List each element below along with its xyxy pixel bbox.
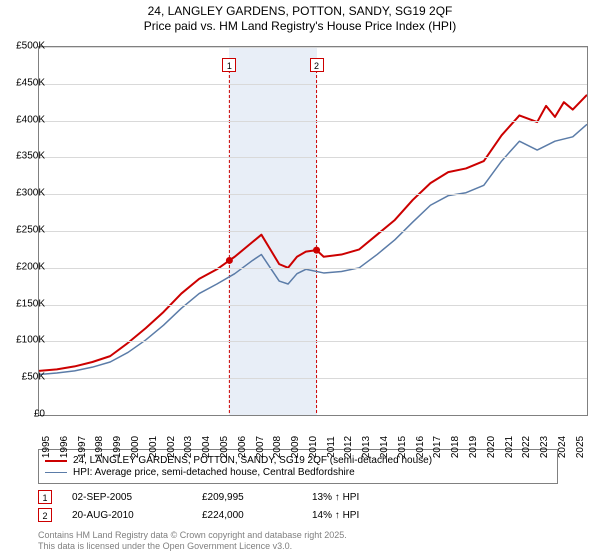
attribution-line2: This data is licensed under the Open Gov…: [38, 541, 558, 552]
series-hpi: [39, 124, 587, 374]
y-axis-label: £200K: [16, 261, 45, 272]
transaction-price: £224,000: [202, 510, 292, 521]
x-axis-label: 2025: [575, 436, 586, 458]
y-axis-label: £100K: [16, 335, 45, 346]
y-axis-label: £350K: [16, 151, 45, 162]
root: 24, LANGLEY GARDENS, POTTON, SANDY, SG19…: [0, 0, 600, 560]
x-axis-label: 2006: [237, 436, 248, 458]
x-axis-label: 2017: [432, 436, 443, 458]
y-axis-label: £150K: [16, 298, 45, 309]
x-axis-label: 2023: [539, 436, 550, 458]
x-axis-label: 1995: [41, 436, 52, 458]
series-property: [39, 95, 587, 371]
x-axis-label: 2010: [308, 436, 319, 458]
x-axis-label: 2020: [486, 436, 497, 458]
x-axis-label: 1996: [59, 436, 70, 458]
x-axis-label: 2000: [130, 436, 141, 458]
transaction-date: 02-SEP-2005: [72, 492, 182, 503]
y-gridline: [39, 341, 587, 342]
attribution: Contains HM Land Registry data © Crown c…: [38, 530, 558, 552]
y-axis-label: £0: [34, 409, 45, 420]
transaction-table: 1 02-SEP-2005 £209,995 13% ↑ HPI 2 20-AUG-201…: [38, 490, 558, 526]
x-axis-label: 2008: [272, 436, 283, 458]
marker-label-box: 1: [222, 58, 236, 72]
marker-label-box: 2: [310, 58, 324, 72]
y-gridline: [39, 194, 587, 195]
y-gridline: [39, 121, 587, 122]
transaction-date: 20-AUG-2010: [72, 510, 182, 521]
legend-text: HPI: Average price, semi-detached house,…: [73, 467, 355, 478]
x-axis-label: 2014: [379, 436, 390, 458]
x-axis-label: 2013: [361, 436, 372, 458]
y-gridline: [39, 305, 587, 306]
y-gridline: [39, 268, 587, 269]
x-axis-label: 2002: [166, 436, 177, 458]
y-axis-label: £450K: [16, 77, 45, 88]
x-axis-label: 2022: [521, 436, 532, 458]
x-axis-label: 2018: [450, 436, 461, 458]
transaction-marker: 1: [38, 490, 52, 504]
x-axis-label: 2011: [326, 436, 337, 458]
legend-swatch: [45, 460, 67, 462]
x-axis-label: 1999: [112, 436, 123, 458]
y-axis-label: £300K: [16, 188, 45, 199]
y-axis-label: £50K: [22, 372, 45, 383]
y-gridline: [39, 84, 587, 85]
y-axis-label: £250K: [16, 225, 45, 236]
legend-swatch: [45, 472, 67, 474]
y-gridline: [39, 378, 587, 379]
title-subtitle: Price paid vs. HM Land Registry's House …: [0, 19, 600, 34]
y-axis-label: £500K: [16, 41, 45, 52]
transaction-row: 2 20-AUG-2010 £224,000 14% ↑ HPI: [38, 508, 558, 522]
transaction-price: £209,995: [202, 492, 292, 503]
x-axis-label: 2009: [290, 436, 301, 458]
x-axis-label: 2001: [148, 436, 159, 458]
y-axis-label: £400K: [16, 114, 45, 125]
x-axis-label: 2007: [255, 436, 266, 458]
y-gridline: [39, 157, 587, 158]
x-axis-label: 2012: [343, 436, 354, 458]
x-axis-label: 2019: [468, 436, 479, 458]
chart-title: 24, LANGLEY GARDENS, POTTON, SANDY, SG19…: [0, 0, 600, 34]
x-axis-label: 2004: [201, 436, 212, 458]
transaction-delta: 13% ↑ HPI: [312, 492, 359, 503]
y-gridline: [39, 47, 587, 48]
x-axis-label: 2024: [557, 436, 568, 458]
title-address: 24, LANGLEY GARDENS, POTTON, SANDY, SG19…: [0, 4, 600, 19]
x-axis-label: 2003: [183, 436, 194, 458]
x-axis-label: 2015: [397, 436, 408, 458]
x-axis-label: 2021: [504, 436, 515, 458]
x-axis-label: 1998: [94, 436, 105, 458]
x-axis-label: 1997: [77, 436, 88, 458]
x-axis-label: 2016: [415, 436, 426, 458]
transaction-marker: 2: [38, 508, 52, 522]
chart-plot-area: 12: [38, 46, 588, 416]
legend-item: HPI: Average price, semi-detached house,…: [45, 467, 551, 478]
x-axis-label: 2005: [219, 436, 230, 458]
attribution-line1: Contains HM Land Registry data © Crown c…: [38, 530, 558, 541]
transaction-row: 1 02-SEP-2005 £209,995 13% ↑ HPI: [38, 490, 558, 504]
y-gridline: [39, 231, 587, 232]
transaction-delta: 14% ↑ HPI: [312, 510, 359, 521]
